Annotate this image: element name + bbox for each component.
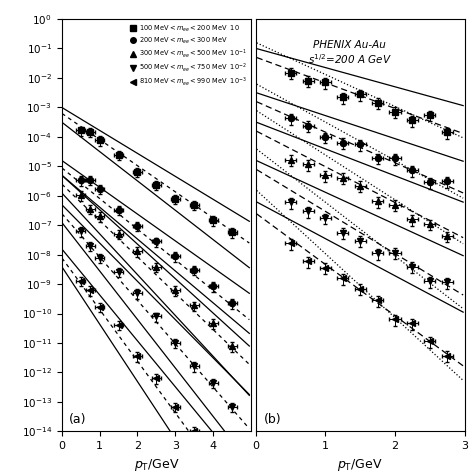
X-axis label: $p_{\rm T}$/GeV: $p_{\rm T}$/GeV <box>134 456 179 473</box>
Text: PHENIX Au-Au
$s^{1/2}$=200 $A$ GeV: PHENIX Au-Au $s^{1/2}$=200 $A$ GeV <box>308 40 392 66</box>
Text: (a): (a) <box>69 413 87 426</box>
Legend: 100 MeV$<m_{ee}<$200 MeV  10, 200 MeV$<m_{ee}<$300 MeV, 300 MeV$<m_{ee}<$500 MeV: 100 MeV$<m_{ee}<$200 MeV 10, 200 MeV$<m_… <box>129 22 248 90</box>
X-axis label: $p_{\rm T}$/GeV: $p_{\rm T}$/GeV <box>337 456 383 473</box>
Text: (b): (b) <box>264 413 282 426</box>
